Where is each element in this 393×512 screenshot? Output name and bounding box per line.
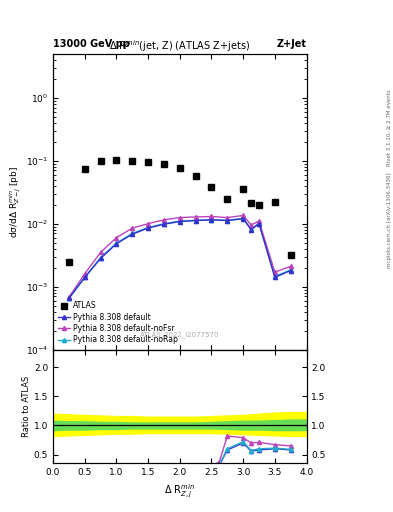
ATLAS — [178, 164, 182, 170]
Pythia 8.308 default — [257, 221, 261, 227]
ATLAS — [288, 252, 293, 258]
ATLAS — [98, 158, 103, 164]
Pythia 8.308 default-noFsr — [288, 263, 293, 269]
Pythia 8.308 default-noFsr — [130, 225, 135, 231]
Pythia 8.308 default-noFsr — [249, 222, 253, 228]
Pythia 8.308 default-noFsr — [114, 234, 119, 241]
Pythia 8.308 default-noFsr — [209, 214, 214, 220]
Pythia 8.308 default — [66, 295, 71, 302]
Pythia 8.308 default-noFsr — [241, 212, 246, 219]
ATLAS — [257, 202, 261, 208]
ATLAS — [83, 165, 87, 172]
Pythia 8.308 default-noRap — [225, 217, 230, 223]
ATLAS — [193, 173, 198, 179]
Pythia 8.308 default — [114, 241, 119, 247]
Pythia 8.308 default — [98, 255, 103, 262]
Pythia 8.308 default-noRap — [83, 274, 87, 281]
Legend: ATLAS, Pythia 8.308 default, Pythia 8.308 default-noFsr, Pythia 8.308 default-no: ATLAS, Pythia 8.308 default, Pythia 8.30… — [57, 300, 179, 346]
Text: ATLAS_2022_I2077570: ATLAS_2022_I2077570 — [140, 331, 220, 338]
Pythia 8.308 default-noRap — [249, 226, 253, 232]
Line: Pythia 8.308 default-noRap: Pythia 8.308 default-noRap — [67, 216, 293, 301]
Text: Z+Jet: Z+Jet — [277, 38, 307, 49]
Pythia 8.308 default-noFsr — [178, 215, 182, 221]
Pythia 8.308 default — [130, 231, 135, 237]
Pythia 8.308 default-noRap — [66, 295, 71, 302]
Pythia 8.308 default — [162, 221, 166, 227]
Y-axis label: Ratio to ATLAS: Ratio to ATLAS — [22, 376, 31, 437]
Pythia 8.308 default-noFsr — [193, 214, 198, 220]
Text: Rivet 3.1.10, ≥ 2.7M events: Rivet 3.1.10, ≥ 2.7M events — [387, 90, 391, 166]
Title: Δ R$^{min}$(jet, Z) (ATLAS Z+jets): Δ R$^{min}$(jet, Z) (ATLAS Z+jets) — [109, 38, 250, 54]
Pythia 8.308 default-noRap — [114, 240, 119, 246]
Pythia 8.308 default-noRap — [178, 218, 182, 224]
Pythia 8.308 default-noRap — [98, 254, 103, 261]
Pythia 8.308 default — [146, 225, 151, 231]
Line: ATLAS: ATLAS — [66, 157, 294, 264]
Pythia 8.308 default — [272, 274, 277, 281]
ATLAS — [241, 186, 246, 193]
Text: 13000 GeV pp: 13000 GeV pp — [53, 38, 130, 49]
Pythia 8.308 default-noRap — [146, 224, 151, 230]
ATLAS — [209, 184, 214, 190]
Pythia 8.308 default-noRap — [257, 220, 261, 226]
ATLAS — [146, 159, 151, 165]
Pythia 8.308 default-noFsr — [98, 249, 103, 255]
Pythia 8.308 default-noRap — [272, 273, 277, 280]
Pythia 8.308 default — [83, 274, 87, 281]
Pythia 8.308 default-noFsr — [225, 215, 230, 221]
ATLAS — [272, 199, 277, 205]
Pythia 8.308 default-noRap — [162, 221, 166, 227]
Y-axis label: dσ/dΔ R$^{min}_{Z-j}$ [pb]: dσ/dΔ R$^{min}_{Z-j}$ [pb] — [7, 165, 23, 238]
ATLAS — [162, 161, 166, 167]
ATLAS — [249, 200, 253, 206]
Pythia 8.308 default — [225, 218, 230, 224]
Pythia 8.308 default — [288, 267, 293, 273]
Pythia 8.308 default-noFsr — [162, 217, 166, 223]
Pythia 8.308 default-noFsr — [257, 218, 261, 224]
Pythia 8.308 default-noRap — [193, 217, 198, 223]
Text: mcplots.cern.ch [arXiv:1306.3436]: mcplots.cern.ch [arXiv:1306.3436] — [387, 173, 391, 268]
Line: Pythia 8.308 default: Pythia 8.308 default — [67, 217, 293, 301]
ATLAS — [130, 158, 135, 164]
Pythia 8.308 default — [209, 217, 214, 223]
Pythia 8.308 default-noFsr — [272, 269, 277, 275]
Pythia 8.308 default-noRap — [130, 230, 135, 237]
ATLAS — [114, 157, 119, 163]
Pythia 8.308 default-noFsr — [146, 221, 151, 227]
Pythia 8.308 default — [241, 216, 246, 222]
Pythia 8.308 default-noFsr — [83, 271, 87, 277]
ATLAS — [225, 196, 230, 202]
Pythia 8.308 default-noFsr — [66, 294, 71, 300]
X-axis label: Δ R$^{min}_{Z,j}$: Δ R$^{min}_{Z,j}$ — [164, 483, 195, 500]
Pythia 8.308 default — [178, 219, 182, 225]
Pythia 8.308 default-noRap — [288, 267, 293, 273]
Pythia 8.308 default — [249, 227, 253, 233]
Pythia 8.308 default-noRap — [209, 217, 214, 223]
Pythia 8.308 default-noRap — [241, 215, 246, 221]
ATLAS — [66, 259, 71, 265]
Line: Pythia 8.308 default-noFsr: Pythia 8.308 default-noFsr — [67, 214, 293, 299]
Pythia 8.308 default — [193, 218, 198, 224]
